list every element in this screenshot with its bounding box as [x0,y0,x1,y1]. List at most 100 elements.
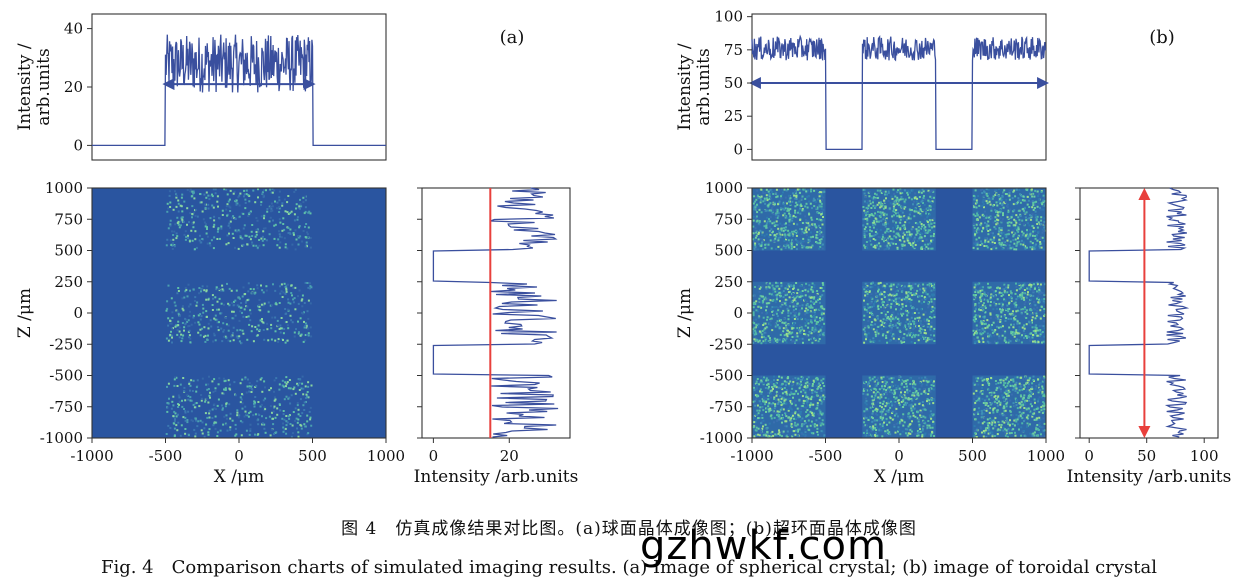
speckle-dot [987,292,989,295]
speckle-dot [1034,285,1037,288]
speckle-dot [924,337,927,340]
speckle-dot [1002,201,1005,204]
speckle-dot [763,220,766,223]
speckle-dot [299,423,302,426]
speckle-dot [790,245,793,247]
speckle-dot [187,283,190,286]
speckle-dot [869,340,872,343]
speckle-dot [788,305,791,308]
speckle-dot [241,237,244,240]
speckle-dot [199,193,202,195]
speckle-dot [886,245,889,248]
speckle-dot [901,247,903,250]
speckle-dot [798,329,801,332]
speckle-dot [794,404,797,407]
speckle-dot [278,246,281,249]
speckle-dot [753,414,756,417]
speckle-dot [794,341,796,344]
speckle-dot [237,247,240,250]
speckle-dot [192,226,195,229]
speckle-dot [870,235,873,238]
speckle-dot [917,295,919,298]
speckle-dot [228,232,230,235]
speckle-dot [980,240,983,243]
speckle-dot [297,332,300,335]
speckle-dot [992,321,995,324]
speckle-dot [991,235,994,238]
speckle-dot [1018,326,1021,328]
speckle-dot [1004,244,1007,247]
speckle-dot [785,391,788,393]
speckle-dot [303,326,306,329]
speckle-dot [902,205,905,208]
speckle-dot [770,247,773,250]
speckle-dot [200,241,203,244]
speckle-dot [1039,286,1042,289]
speckle-dot [297,431,300,434]
speckle-dot [994,194,997,196]
speckle-dot [784,215,787,218]
speckle-dot [173,419,176,422]
speckle-dot [983,316,986,319]
speckle-dot [908,231,911,234]
speckle-dot [1035,332,1038,335]
speckle-dot [933,288,936,291]
speckle-dot [983,291,986,294]
speckle-dot [293,191,296,193]
speckle-dot [773,379,775,382]
speckle-dot [1033,307,1035,310]
speckle-dot [879,228,882,231]
speckle-dot [802,389,805,392]
speckle-dot [919,288,922,291]
speckle-dot [1034,246,1037,249]
speckle-dot [752,306,755,309]
speckle-dot [263,302,266,305]
speckle-dot [821,326,824,328]
speckle-dot [1030,285,1033,288]
speckle-dot [787,318,790,321]
speckle-dot [1012,239,1015,242]
speckle-dot [809,424,812,427]
speckle-dot [995,303,998,306]
speckle-dot [207,431,210,434]
speckle-dot [804,228,807,231]
speckle-dot [804,391,807,394]
speckle-dot [265,239,268,242]
speckle-dot [925,245,928,248]
speckle-dot [248,412,251,414]
speckle-dot [806,378,809,381]
speckle-dot [800,293,803,296]
speckle-dot [207,203,210,206]
speckle-dot [229,412,232,415]
speckle-dot [198,292,201,295]
speckle-dot [755,380,758,383]
speckle-dot [227,324,230,327]
speckle-dot [896,196,899,199]
speckle-dot [884,205,887,208]
speckle-dot [999,337,1002,340]
speckle-dot [307,381,310,384]
speckle-dot [780,404,783,407]
speckle-dot [996,333,999,336]
speckle-dot [805,282,808,285]
speckle-dot [1004,340,1007,342]
speckle-dot [977,231,980,234]
speckle-dot [206,285,209,288]
speckle-dot [1015,310,1018,313]
speckle-dot [211,294,214,297]
speckle-dot [1018,218,1021,221]
speckle-dot [912,240,915,242]
speckle-dot [167,284,170,287]
speckle-dot [989,313,992,316]
speckle-dot [982,244,985,246]
speckle-dot [986,202,989,205]
speckle-dot [758,221,761,224]
speckle-dot [777,212,780,215]
speckle-dot [765,379,768,382]
speckle-dot [778,318,781,320]
speckle-dot [907,237,910,240]
speckle-dot [206,226,208,229]
speckle-dot [803,240,806,243]
speckle-dot [1042,199,1045,202]
speckle-dot [923,289,926,292]
